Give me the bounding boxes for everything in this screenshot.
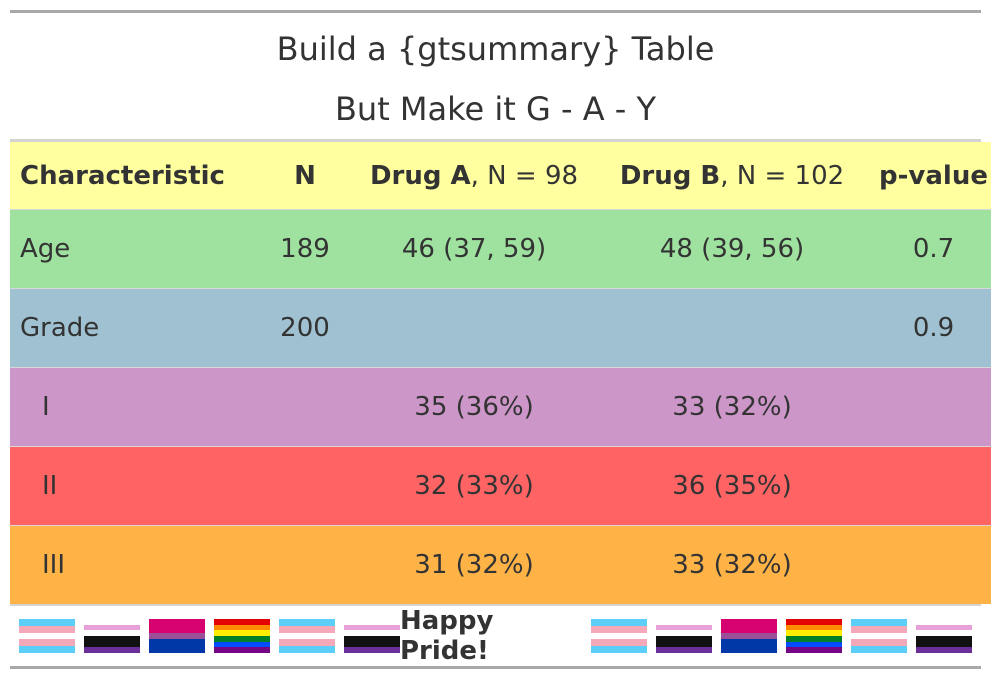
row-pvalue <box>866 446 991 526</box>
col-characteristic: Characteristic <box>20 160 225 191</box>
row-drug-b: 36 (35%) <box>598 446 866 526</box>
table-row: III 31 (32%) 33 (32%) <box>10 525 991 604</box>
rainbow-flag-icon <box>786 619 842 654</box>
row-pvalue <box>866 367 991 447</box>
top-rule <box>10 10 981 13</box>
bisexual-flag-icon <box>721 619 777 653</box>
row-n <box>260 367 350 447</box>
transgender-flag-icon <box>279 619 335 653</box>
row-drug-b: 33 (32%) <box>598 367 866 447</box>
row-drug-b: 33 (32%) <box>598 525 866 604</box>
bisexual-flag-icon <box>149 619 205 653</box>
col-n: N <box>294 160 316 191</box>
transgender-flag-icon <box>591 619 647 653</box>
summary-table: Characteristic N Drug A, N = 98 Drug B, … <box>10 142 991 604</box>
row-pvalue <box>866 525 991 604</box>
flags-left <box>19 619 400 654</box>
row-label: II <box>10 446 260 526</box>
column-header-row: Characteristic N Drug A, N = 98 Drug B, … <box>10 142 991 210</box>
row-pvalue: 0.7 <box>866 209 991 289</box>
row-label: Age <box>10 209 260 289</box>
row-drug-a: 35 (36%) <box>350 367 598 447</box>
nonbinary-flag-icon <box>656 619 712 654</box>
row-label: III <box>10 525 260 604</box>
row-n <box>260 525 350 604</box>
rainbow-flag-icon <box>214 619 270 654</box>
table-title: Build a {gtsummary} Table <box>276 30 715 68</box>
flags-right <box>591 619 972 654</box>
table-footer: Happy Pride! <box>10 604 981 666</box>
table-row: I 35 (36%) 33 (32%) <box>10 367 991 447</box>
gt-table: Build a {gtsummary} Table But Make it G … <box>10 10 991 669</box>
row-n: 200 <box>260 288 350 368</box>
col-drug-a: Drug A, N = 98 <box>369 160 579 191</box>
row-drug-a: 46 (37, 59) <box>350 209 598 289</box>
col-pvalue: p-value <box>879 160 988 191</box>
nonbinary-flag-icon <box>84 619 140 654</box>
row-drug-b <box>598 288 866 368</box>
col-drug-b: Drug B, N = 102 <box>619 160 845 191</box>
transgender-flag-icon <box>19 619 75 653</box>
row-n: 189 <box>260 209 350 289</box>
footer-text: Happy Pride! <box>400 606 494 666</box>
nonbinary-flag-icon <box>916 619 972 654</box>
row-drug-a: 32 (33%) <box>350 446 598 526</box>
row-label: Grade <box>10 288 260 368</box>
table-row: II 32 (33%) 36 (35%) <box>10 446 991 526</box>
table-row: Grade 200 0.9 <box>10 288 991 368</box>
row-drug-a <box>350 288 598 368</box>
row-pvalue: 0.9 <box>866 288 991 368</box>
table-subtitle: But Make it G - A - Y <box>334 90 657 128</box>
row-n <box>260 446 350 526</box>
row-label: I <box>10 367 260 447</box>
table-row: Age 189 46 (37, 59) 48 (39, 56) 0.7 <box>10 209 991 289</box>
row-drug-a: 31 (32%) <box>350 525 598 604</box>
row-drug-b: 48 (39, 56) <box>598 209 866 289</box>
nonbinary-flag-icon <box>344 619 400 654</box>
transgender-flag-icon <box>851 619 907 653</box>
header-rule <box>10 139 981 142</box>
bottom-rule <box>10 666 981 669</box>
